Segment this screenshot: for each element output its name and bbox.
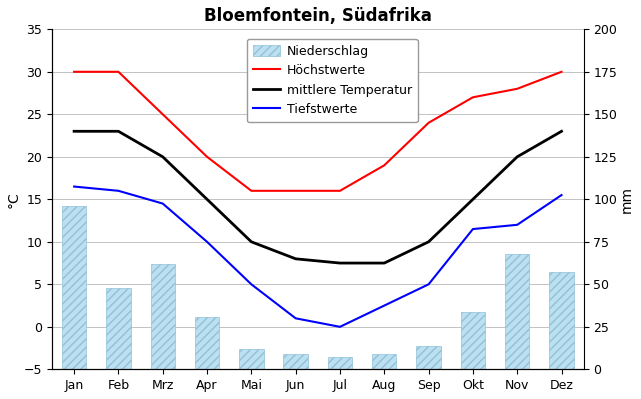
Y-axis label: °C: °C <box>7 191 21 208</box>
Bar <box>461 312 485 369</box>
Legend: Niederschlag, Höchstwerte, mittlere Temperatur, Tiefstwerte: Niederschlag, Höchstwerte, mittlere Temp… <box>247 39 418 122</box>
Bar <box>106 288 131 369</box>
Y-axis label: mm: mm <box>620 186 634 213</box>
Bar <box>417 346 441 369</box>
Bar <box>549 273 574 369</box>
Bar <box>151 264 175 369</box>
Bar <box>239 349 263 369</box>
Bar <box>62 206 87 369</box>
Bar <box>505 254 529 369</box>
Bar <box>372 354 397 369</box>
Bar <box>283 354 308 369</box>
Title: Bloemfontein, Südafrika: Bloemfontein, Südafrika <box>204 7 432 25</box>
Bar <box>195 317 219 369</box>
Bar <box>328 358 352 369</box>
